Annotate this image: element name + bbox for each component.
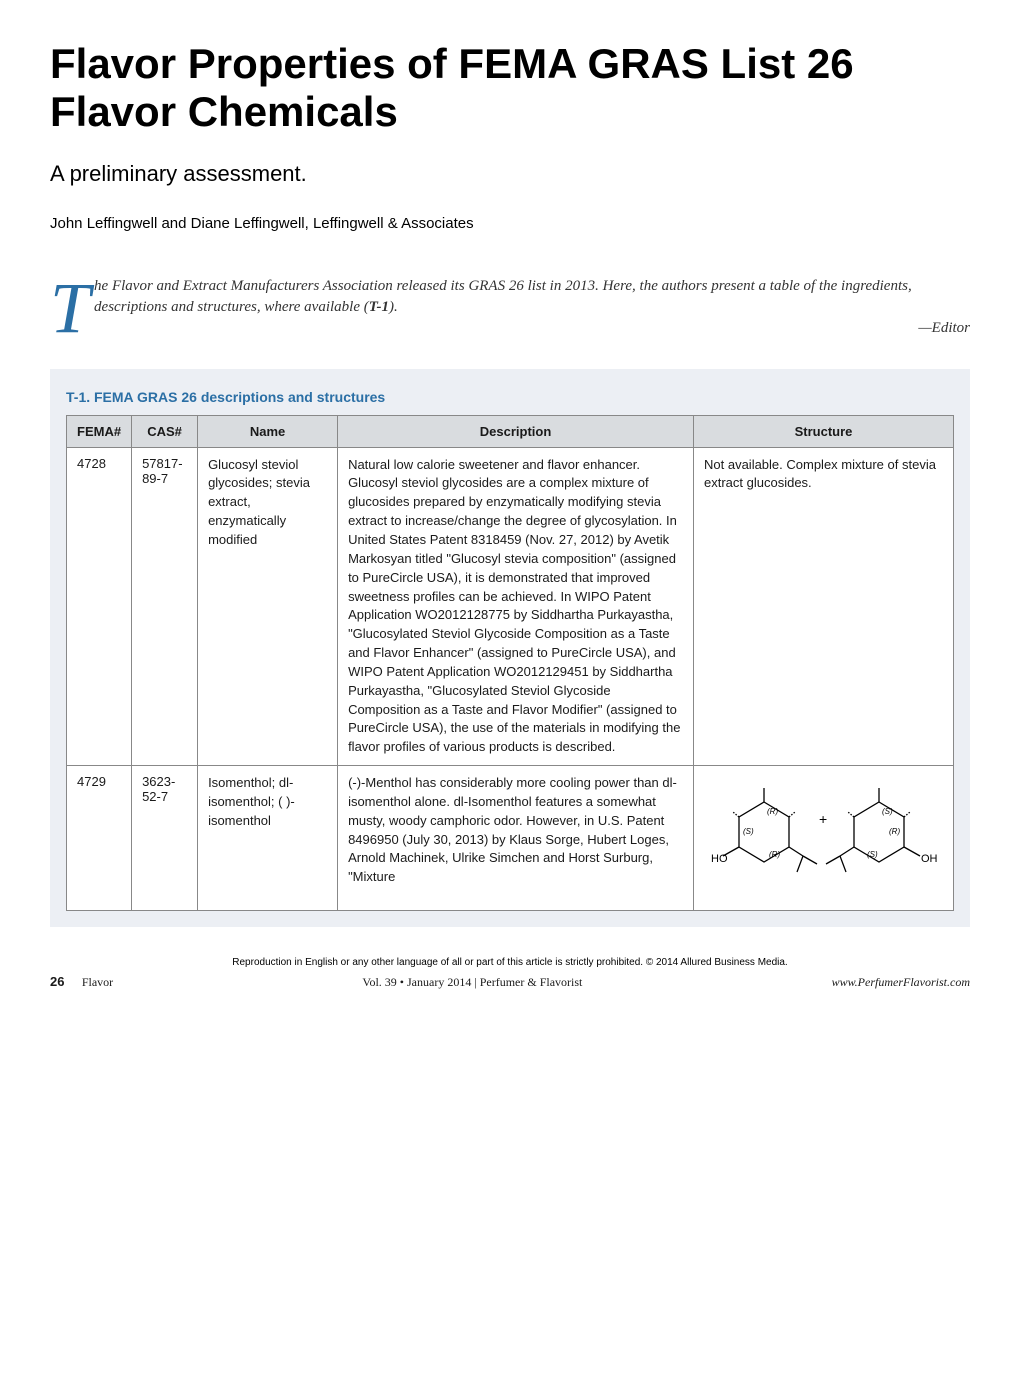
reproduction-notice: Reproduction in English or any other lan… <box>50 957 970 968</box>
label-stereo: (R) <box>767 807 778 816</box>
cell-name: Isomenthol; dl-isomenthol; ( )-isomentho… <box>198 766 338 911</box>
intro-tail: ). <box>389 299 398 315</box>
label-ho: HO <box>711 853 728 865</box>
cell-description: (-)-Menthol has considerably more coolin… <box>338 766 694 911</box>
cell-structure: HO OH + (R) (S) (R) (S) (R) (S) <box>694 766 954 911</box>
cell-description: Natural low calorie sweetener and flavor… <box>338 447 694 766</box>
page-subtitle: A preliminary assessment. <box>50 161 970 187</box>
label-stereo: (S) <box>743 827 754 836</box>
gras-table: FEMA# CAS# Name Description Structure 47… <box>66 415 954 912</box>
cell-cas: 3623-52-7 <box>132 766 198 911</box>
label-plus: + <box>819 811 827 827</box>
footer-url: www.PerfumerFlavorist.com <box>832 975 970 990</box>
dropcap: T <box>50 276 94 338</box>
intro-text: he Flavor and Extract Manufacturers Asso… <box>94 278 912 315</box>
cell-cas: 57817-89-7 <box>132 447 198 766</box>
page-number: 26 <box>50 974 64 989</box>
page-title: Flavor Properties of FEMA GRAS List 26 F… <box>50 40 970 137</box>
cell-fema: 4729 <box>67 766 132 911</box>
label-stereo: (R) <box>769 850 780 859</box>
table-row: 4728 57817-89-7 Glucosyl steviol glycosi… <box>67 447 954 766</box>
label-stereo: (R) <box>889 827 900 836</box>
footer-left: 26 Flavor <box>50 974 113 990</box>
col-structure: Structure <box>694 415 954 447</box>
intro-block: T he Flavor and Extract Manufacturers As… <box>50 276 970 337</box>
label-stereo: (S) <box>867 850 878 859</box>
col-description: Description <box>338 415 694 447</box>
label-stereo: (S) <box>882 807 893 816</box>
label-oh: OH <box>921 853 938 865</box>
col-name: Name <box>198 415 338 447</box>
cell-fema: 4728 <box>67 447 132 766</box>
footer-center: Vol. 39 • January 2014 | Perfumer & Flav… <box>362 975 582 990</box>
editor-note: —Editor <box>50 320 970 337</box>
intro-body: he Flavor and Extract Manufacturers Asso… <box>94 278 912 315</box>
isomenthol-structure-svg: HO OH + (R) (S) (R) (S) (R) (S) <box>709 782 939 902</box>
col-cas: CAS# <box>132 415 198 447</box>
table-caption: T-1. FEMA GRAS 26 descriptions and struc… <box>66 389 954 405</box>
section-name: Flavor <box>82 975 113 989</box>
table-section: T-1. FEMA GRAS 26 descriptions and struc… <box>50 369 970 928</box>
cell-structure: Not available. Complex mixture of stevia… <box>694 447 954 766</box>
cell-name: Glucosyl steviol glycosides; stevia extr… <box>198 447 338 766</box>
col-fema: FEMA# <box>67 415 132 447</box>
table-row: 4729 3623-52-7 Isomenthol; dl-isomenthol… <box>67 766 954 911</box>
table-header-row: FEMA# CAS# Name Description Structure <box>67 415 954 447</box>
author-line: John Leffingwell and Diane Leffingwell, … <box>50 215 970 232</box>
table-ref: T-1 <box>369 299 389 315</box>
page-footer: 26 Flavor Vol. 39 • January 2014 | Perfu… <box>50 974 970 990</box>
